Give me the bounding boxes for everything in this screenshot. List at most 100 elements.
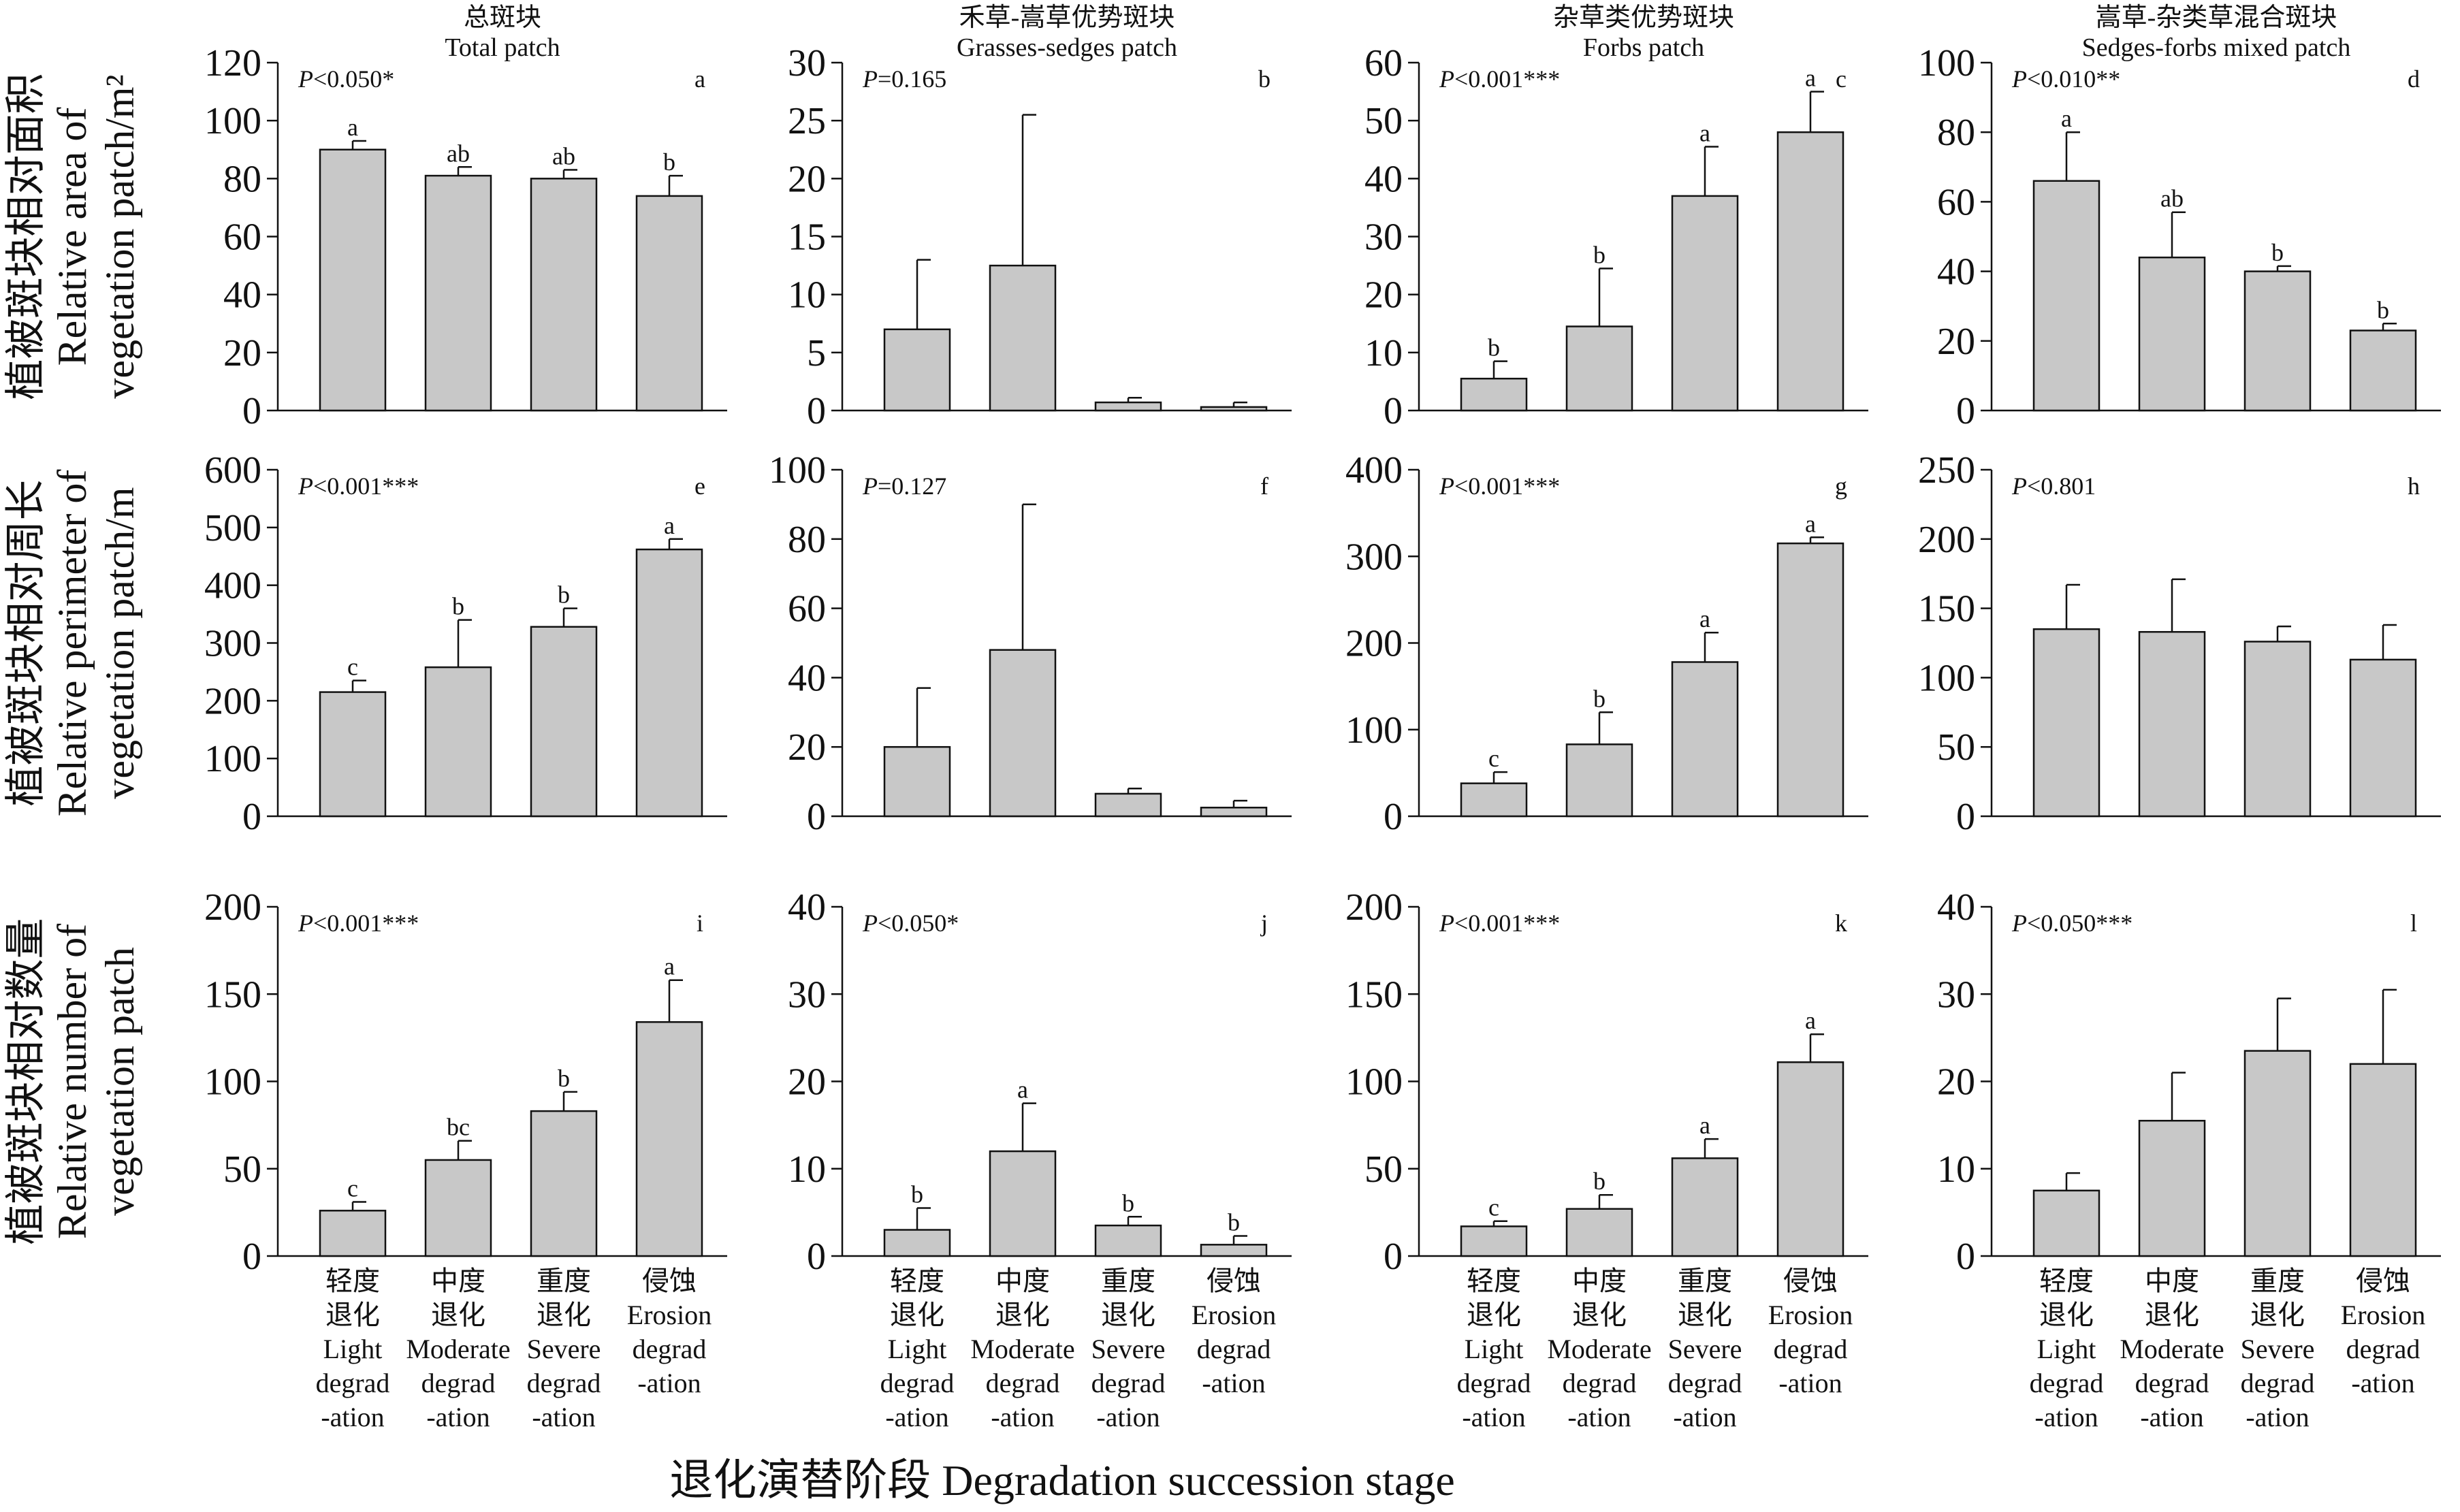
chart-panel-b: 0 5 10 15 20 25 30 P=0.165 b bbox=[788, 42, 1292, 432]
x-category-label: degrad bbox=[1774, 1334, 1848, 1364]
x-category-label: -ation bbox=[2351, 1368, 2414, 1398]
bar bbox=[883, 745, 951, 818]
chart-panel-i: 0 50 100 150 200 c bc b a P<0.001*** i bbox=[204, 886, 727, 1278]
bar bbox=[635, 195, 703, 412]
column-title-en: Sedges-forbs mixed patch bbox=[2082, 33, 2351, 62]
y-tick-label: 0 bbox=[1384, 390, 1403, 432]
bar bbox=[2349, 658, 2417, 818]
x-category-label: -ation bbox=[532, 1402, 595, 1432]
significance-letter: ab bbox=[552, 143, 575, 170]
bar bbox=[2138, 256, 2206, 412]
x-category-label: Erosion bbox=[1192, 1300, 1276, 1330]
p-value-label: P<0.001*** bbox=[1439, 65, 1560, 93]
y-tick-label: 150 bbox=[1918, 588, 1975, 630]
bar bbox=[530, 178, 598, 412]
bar bbox=[1460, 782, 1528, 818]
x-category-label: 侵蚀 bbox=[1207, 1266, 1261, 1296]
y-tick-label: 20 bbox=[1937, 1061, 1975, 1104]
x-category-label: 侵蚀 bbox=[1783, 1266, 1838, 1296]
y-tick-label: 120 bbox=[204, 42, 261, 84]
y-tick-label: 0 bbox=[1956, 1236, 1975, 1278]
panel-letter: i bbox=[697, 910, 703, 937]
y-tick-label: 40 bbox=[788, 886, 826, 929]
y-axis-label-line: vegetation patch/m² bbox=[97, 74, 142, 398]
bar bbox=[1094, 792, 1162, 818]
y-tick-label: 500 bbox=[204, 507, 261, 549]
x-category-label: -ation bbox=[2034, 1402, 2098, 1432]
bar bbox=[635, 1021, 703, 1257]
y-tick-label: 50 bbox=[1364, 100, 1403, 142]
panel-letter: g bbox=[1835, 472, 1847, 500]
x-category-label: 轻度 bbox=[2039, 1266, 2094, 1296]
x-category-label: 退化 bbox=[1467, 1300, 1521, 1330]
x-category-label: degrad bbox=[1457, 1368, 1531, 1398]
x-category-label: -ation bbox=[1673, 1402, 1736, 1432]
x-category-label: 退化 bbox=[995, 1300, 1050, 1330]
x-category-label: -ation bbox=[1202, 1368, 1265, 1398]
x-category-label: 侵蚀 bbox=[2356, 1266, 2410, 1296]
bar bbox=[989, 1150, 1057, 1257]
bar bbox=[1094, 1224, 1162, 1257]
bar bbox=[319, 1210, 387, 1257]
y-tick-label: 60 bbox=[223, 216, 261, 259]
y-tick-label: 0 bbox=[1384, 1236, 1403, 1278]
x-category-label: -ation bbox=[1096, 1402, 1160, 1432]
p-value-label: P<0.001*** bbox=[298, 910, 419, 937]
bar bbox=[1565, 1208, 1633, 1257]
y-axis-label-line: 植被斑块相对面积 bbox=[3, 74, 48, 400]
y-tick-label: 60 bbox=[788, 588, 826, 630]
x-category-label: 中度 bbox=[1572, 1266, 1627, 1296]
x-category-label: degrad bbox=[527, 1368, 601, 1398]
p-value-label: P<0.010** bbox=[2011, 65, 2120, 93]
x-category-label: Erosion bbox=[1768, 1300, 1853, 1330]
x-category-label: Light bbox=[888, 1334, 947, 1364]
y-tick-label: 40 bbox=[1364, 158, 1403, 200]
significance-letter: a bbox=[664, 953, 675, 980]
x-category-label: Moderate bbox=[406, 1334, 510, 1364]
significance-letter: a bbox=[1017, 1076, 1028, 1104]
y-tick-label: 30 bbox=[1364, 216, 1403, 259]
x-category-label: 重度 bbox=[2250, 1266, 2305, 1296]
x-category-label: -ation bbox=[2140, 1402, 2203, 1432]
y-tick-label: 300 bbox=[204, 623, 261, 665]
x-category-label: 退化 bbox=[2250, 1300, 2305, 1330]
bar bbox=[1776, 542, 1844, 818]
x-category-label: Erosion bbox=[627, 1300, 712, 1330]
x-category-label: degrad bbox=[986, 1368, 1060, 1398]
bar bbox=[1200, 1244, 1268, 1257]
y-tick-label: 100 bbox=[204, 1061, 261, 1104]
bar bbox=[2032, 628, 2100, 818]
chart-panel-d: 0 20 40 60 80 100 a ab b b P<0.010** d bbox=[1918, 42, 2441, 432]
y-tick-label: 100 bbox=[1918, 657, 1975, 699]
y-axis-label-line: vegetation patch bbox=[97, 947, 142, 1216]
x-category-label: 中度 bbox=[431, 1266, 485, 1296]
y-tick-label: 80 bbox=[1937, 112, 1975, 154]
x-category-label: -ation bbox=[991, 1402, 1054, 1432]
significance-letter: b bbox=[2271, 239, 2284, 266]
bar bbox=[883, 328, 951, 412]
y-tick-label: 20 bbox=[788, 158, 826, 200]
x-category-label: 退化 bbox=[537, 1300, 591, 1330]
y-tick-label: 100 bbox=[769, 449, 826, 492]
x-category-label: degrad bbox=[2030, 1368, 2104, 1398]
bar bbox=[2243, 270, 2312, 412]
y-tick-label: 100 bbox=[1345, 709, 1403, 752]
x-category-label: 中度 bbox=[2145, 1266, 2199, 1296]
y-axis-label-line: Relative area of bbox=[50, 108, 95, 366]
chart-panel-c: 0 10 20 30 40 50 60 b b a a P<0.001*** c bbox=[1364, 42, 1868, 432]
y-tick-label: 10 bbox=[788, 1148, 826, 1191]
chart-panel-l: 0 10 20 30 40 P<0.050*** l bbox=[1937, 886, 2441, 1278]
y-tick-label: 25 bbox=[788, 100, 826, 142]
x-category-label: 退化 bbox=[890, 1300, 944, 1330]
y-axis-label-line: Relative perimeter of bbox=[50, 470, 95, 817]
x-category-label: degrad bbox=[880, 1368, 955, 1398]
p-value-label: P<0.050* bbox=[298, 65, 394, 93]
bar bbox=[2349, 329, 2417, 412]
column-title-en: Total patch bbox=[445, 33, 560, 62]
x-category-label: Moderate bbox=[1547, 1334, 1651, 1364]
x-category-label: -ation bbox=[321, 1402, 384, 1432]
x-category-label: Severe bbox=[2241, 1334, 2315, 1364]
y-tick-label: 5 bbox=[807, 332, 826, 374]
